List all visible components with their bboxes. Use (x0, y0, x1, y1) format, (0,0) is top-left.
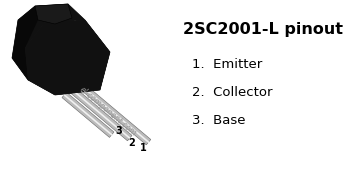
Text: 2: 2 (128, 138, 135, 148)
Polygon shape (25, 20, 110, 95)
Text: 2SC2001-L pinout: 2SC2001-L pinout (183, 22, 343, 37)
Polygon shape (73, 78, 151, 145)
Text: 1: 1 (140, 143, 147, 153)
Text: el-component.com: el-component.com (78, 86, 138, 139)
Polygon shape (12, 6, 38, 80)
Polygon shape (68, 85, 132, 141)
Text: 1.  Emitter: 1. Emitter (192, 58, 262, 71)
Text: 3.  Base: 3. Base (192, 114, 245, 127)
Polygon shape (62, 92, 114, 137)
Text: 3: 3 (115, 126, 122, 136)
Polygon shape (12, 4, 110, 95)
Polygon shape (25, 20, 110, 95)
Text: 2.  Collector: 2. Collector (192, 86, 272, 99)
Polygon shape (35, 4, 72, 24)
